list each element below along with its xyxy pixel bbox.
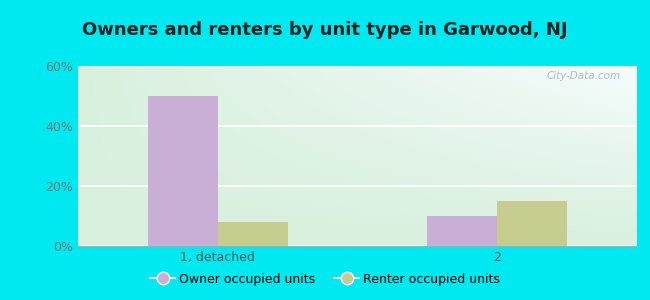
Text: Owners and renters by unit type in Garwood, NJ: Owners and renters by unit type in Garwo… [82,21,568,39]
Bar [148,96,218,246]
Text: City-Data.com: City-Data.com [546,71,620,81]
Bar [428,216,497,246]
Legend: Owner occupied units, Renter occupied units: Owner occupied units, Renter occupied un… [146,268,504,291]
Bar [218,222,287,246]
Bar [497,201,567,246]
